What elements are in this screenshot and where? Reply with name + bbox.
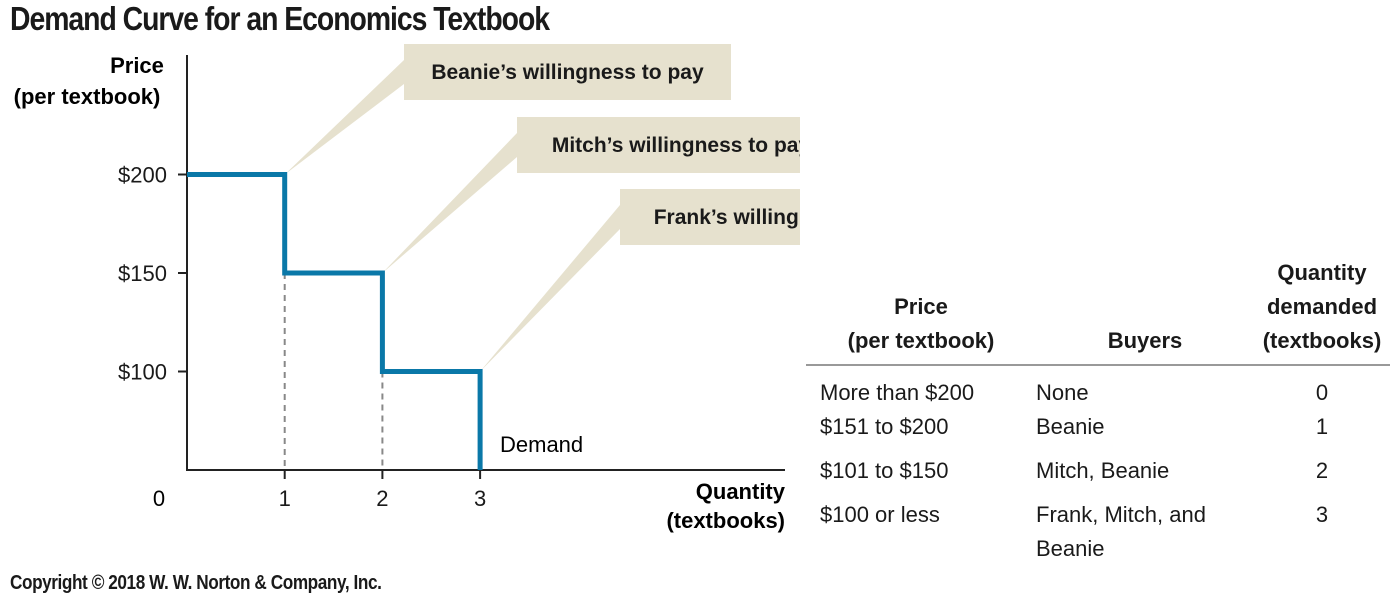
- y-ticks-layer: $200 $150 $100: [118, 163, 187, 385]
- callout-pointer: [284, 60, 404, 175]
- x-tick-label: 1: [279, 486, 291, 511]
- table-row: $101 to $150 Mitch, Beanie 2: [806, 454, 1390, 498]
- table-row: $100 or less Frank, Mitch, and Beanie 3: [806, 498, 1390, 566]
- callout-box: [620, 189, 800, 245]
- y-tick-label: $150: [118, 261, 167, 286]
- header-quantity: Quantity demanded (textbooks): [1254, 256, 1390, 366]
- callout-label: Mitch’s willingness to pay: [552, 134, 800, 157]
- row-buyers: Frank, Mitch, and Beanie: [1036, 502, 1206, 561]
- row-price: More than $200: [820, 380, 975, 405]
- y-axis-label-line2: (per textbook): [14, 84, 161, 109]
- row-buyers: None: [1036, 380, 1089, 405]
- callout-box: [404, 44, 731, 100]
- x-tick-label: 2: [376, 486, 388, 511]
- row-price: $101 to $150: [820, 458, 949, 483]
- callouts-layer: Beanie’s willingness to pay Mitch’s willi…: [284, 44, 800, 372]
- row-quantity: 1: [1315, 414, 1329, 439]
- y-axis-label-line1: Price: [110, 53, 164, 78]
- demand-schedule-table: Price (per textbook) Buyers Quantity dem…: [806, 256, 1390, 566]
- row-buyers: Mitch, Beanie: [1036, 458, 1170, 483]
- table-row: $151 to $200 Beanie 1: [806, 410, 1390, 454]
- callout-label: Beanie’s willingness to pay: [431, 61, 704, 84]
- callout-pointer: [382, 133, 517, 273]
- table-header-row: Price (per textbook) Buyers Quantity dem…: [806, 256, 1390, 366]
- demand-curve-label: Demand: [500, 432, 583, 457]
- row-quantity: 0: [1315, 380, 1329, 405]
- x-ticks-layer: 1 2 3: [279, 470, 486, 511]
- row-quantity: 2: [1315, 458, 1329, 483]
- header-buyers: Buyers: [1036, 256, 1254, 366]
- row-buyers: Beanie: [1036, 414, 1105, 439]
- header-price: Price (per textbook): [806, 256, 1036, 366]
- x-axis-label-line2: (textbooks): [666, 508, 785, 533]
- row-price: $100 or less: [820, 502, 940, 527]
- row-quantity: 3: [1315, 502, 1329, 527]
- row-price: $151 to $200: [820, 414, 949, 439]
- y-tick-label: $100: [118, 360, 167, 385]
- guides-layer: [283, 273, 384, 470]
- chart-title: Demand Curve for an Economics Textbook: [10, 0, 550, 37]
- demand-curve: [187, 172, 483, 470]
- copyright-notice: Copyright © 2018 W. W. Norton & Company,…: [10, 572, 382, 594]
- y-tick-label: $200: [118, 163, 167, 188]
- demand-chart: Beanie’s willingness to pay Mitch’s willi…: [14, 44, 800, 533]
- x-tick-label: 3: [474, 486, 486, 511]
- origin-label: 0: [153, 486, 165, 511]
- table-row: More than $200 None 0: [806, 365, 1390, 410]
- callout-pointer: [480, 205, 620, 372]
- callout-box: [517, 117, 800, 173]
- x-axis-label-line1: Quantity: [696, 479, 786, 504]
- callout-label: Frank’s willingness to pay: [654, 206, 800, 229]
